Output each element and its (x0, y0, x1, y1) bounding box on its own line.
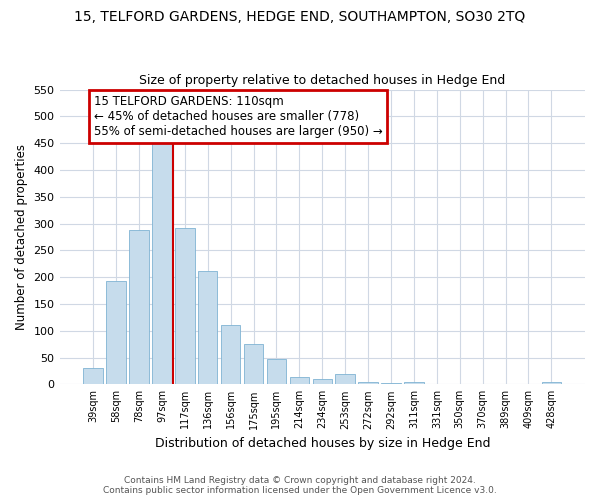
Bar (542, 382, 561, 384)
Bar (198, 270, 217, 384)
Bar (335, 374, 355, 384)
Bar (290, 378, 309, 384)
Y-axis label: Number of detached properties: Number of detached properties (15, 144, 28, 330)
Bar (313, 380, 332, 384)
Bar (129, 230, 149, 384)
Bar (83, 368, 103, 384)
Bar (221, 326, 241, 384)
Text: 15 TELFORD GARDENS: 110sqm
← 45% of detached houses are smaller (778)
55% of sem: 15 TELFORD GARDENS: 110sqm ← 45% of deta… (94, 95, 382, 138)
X-axis label: Distribution of detached houses by size in Hedge End: Distribution of detached houses by size … (155, 437, 490, 450)
Bar (267, 359, 286, 384)
Bar (404, 382, 424, 384)
Text: 15, TELFORD GARDENS, HEDGE END, SOUTHAMPTON, SO30 2TQ: 15, TELFORD GARDENS, HEDGE END, SOUTHAMP… (74, 10, 526, 24)
Title: Size of property relative to detached houses in Hedge End: Size of property relative to detached ho… (139, 74, 505, 87)
Bar (152, 138, 172, 384)
Bar (106, 282, 126, 385)
Bar (358, 382, 378, 384)
Bar (244, 344, 263, 385)
Text: Contains HM Land Registry data © Crown copyright and database right 2024.
Contai: Contains HM Land Registry data © Crown c… (103, 476, 497, 495)
Bar (175, 228, 194, 384)
Bar (381, 382, 401, 384)
